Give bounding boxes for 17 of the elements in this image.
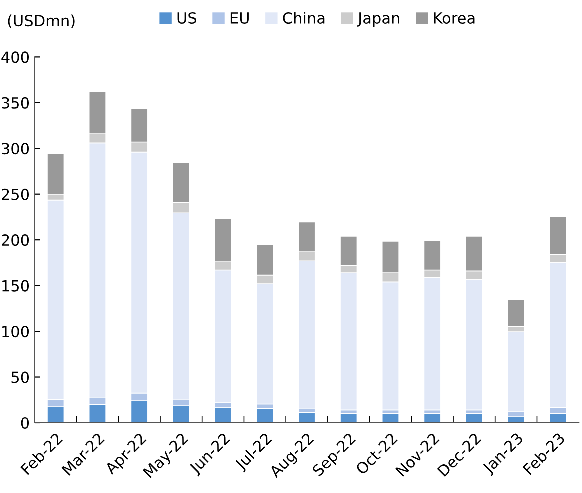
- y-tick-label: 0: [21, 417, 30, 430]
- y-tick-label: 400: [2, 52, 30, 64]
- legend-label: China: [283, 12, 325, 24]
- y-tick-label: 250: [2, 188, 30, 200]
- bar: [256, 408, 274, 423]
- y-tick-label: 50: [12, 372, 30, 384]
- y-tick-label: 350: [2, 97, 30, 109]
- legend-label: US: [178, 12, 197, 24]
- y-axis-title: (USDmn): [8, 14, 75, 28]
- y-tick-label: 300: [2, 143, 30, 155]
- y-tick-label: 150: [2, 280, 30, 292]
- legend-label: EU: [230, 12, 249, 24]
- legend-label: Korea: [434, 12, 475, 24]
- y-tick-label: 100: [2, 326, 30, 338]
- y-tick-label: 200: [2, 234, 30, 246]
- legend-label: Japan: [357, 12, 400, 27]
- bar: [214, 407, 232, 423]
